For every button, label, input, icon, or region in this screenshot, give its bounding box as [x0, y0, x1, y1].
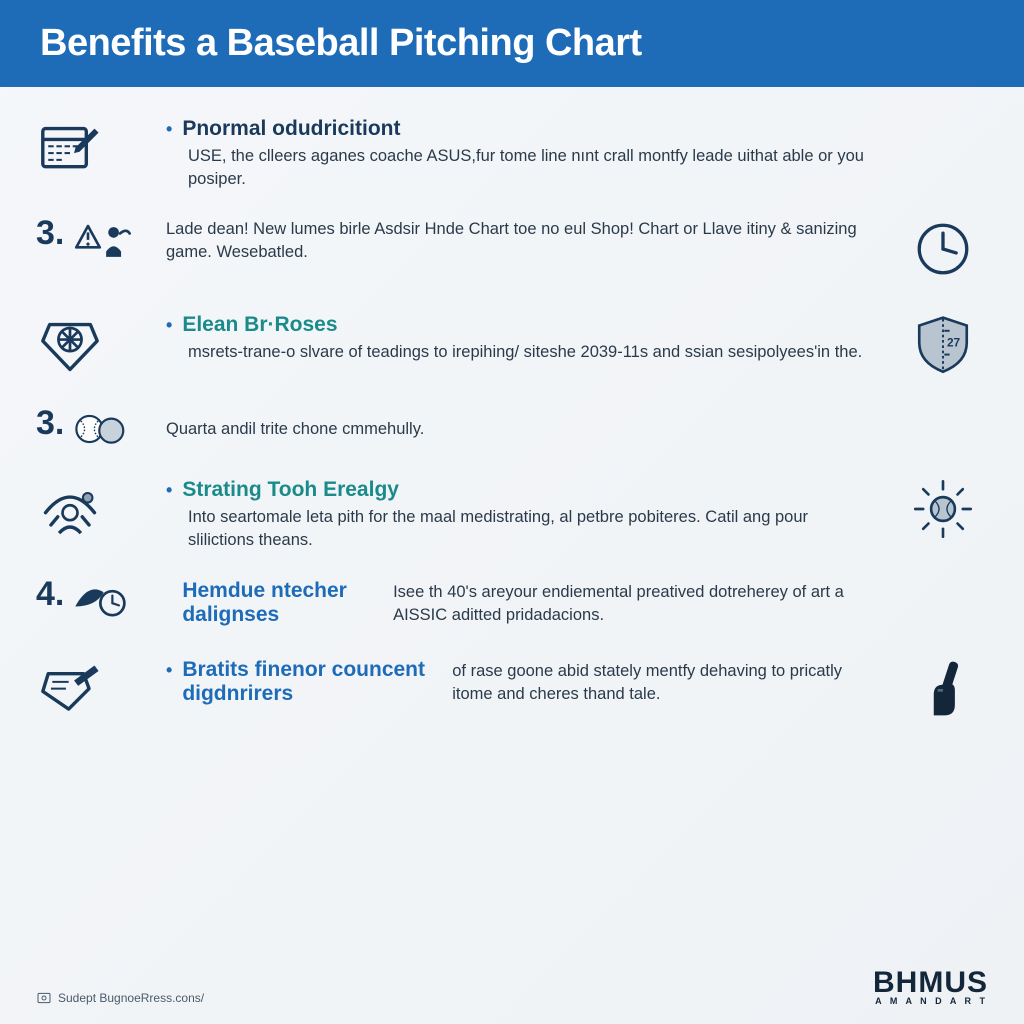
benefit-title: Hemdue ntecher dalignses: [182, 579, 377, 627]
row-number: 3.: [36, 406, 64, 440]
bullet-dot: •: [166, 315, 172, 336]
benefit-row: • Strating Tooh Erealgy Into seartomale …: [36, 476, 988, 553]
text-block: • Bratits finenor councent digdnrirers o…: [166, 656, 878, 711]
left-icon-slot: [36, 115, 146, 183]
bullet-dot: •: [166, 480, 172, 501]
sun-ball-icon: [910, 476, 976, 547]
brand-top: BHMUS: [873, 969, 988, 996]
benefit-row: 3. Quarta andil trite chone cmmehully.: [36, 406, 988, 452]
benefit-title-row: • Bratits finenor councent digdnrirers o…: [166, 658, 878, 707]
benefit-row: • Bratits finenor councent digdnrirers o…: [36, 656, 988, 727]
left-icon-slot: [36, 476, 146, 544]
left-icon-slot: 3.: [36, 216, 146, 268]
baseballs-icon: [72, 406, 132, 452]
benefit-title: Strating Tooh Erealgy: [182, 478, 399, 502]
attribution-icon: [36, 990, 52, 1006]
benefit-desc: Quarta andil trite chone cmmehully.: [166, 418, 878, 441]
benefit-title: Pnormal odudricitiont: [182, 117, 400, 141]
benefit-desc: Into seartomale leta pith for the maal m…: [166, 506, 878, 553]
brand-bottom: A M A N D A R T: [873, 996, 988, 1006]
benefit-desc: Lade dean! New lumes birle Asdsir Hnde C…: [166, 218, 878, 265]
footer: Sudept BugnoeRress.cons/ BHMUS A M A N D…: [36, 969, 988, 1006]
text-block: • Elean Br·Roses msrets-trane-o slvare o…: [166, 311, 878, 364]
benefit-row: 4. • Hemdue ntecher dalignses Isee th 40…: [36, 577, 988, 632]
right-icon-slot: [898, 476, 988, 547]
benefit-title-row: • Elean Br·Roses: [166, 313, 878, 337]
benefit-row: 3. Lade dean! New lumes birle Asdsir Hnd…: [36, 216, 988, 287]
benefit-desc: of rase goone abid stately mentfy dehavi…: [446, 660, 878, 707]
benefit-row: • Pnormal odudricitiont USE, the clleers…: [36, 115, 988, 192]
bullet-dot: •: [166, 660, 172, 681]
benefit-title-row: • Pnormal odudricitiont: [166, 117, 878, 141]
row-number: 3.: [36, 216, 64, 250]
text-block: Lade dean! New lumes birle Asdsir Hnde C…: [166, 216, 878, 265]
right-icon-slot: [898, 656, 988, 727]
left-icon-slot: [36, 311, 146, 379]
text-block: • Hemdue ntecher dalignses Isee th 40's …: [166, 577, 878, 632]
calendar-pencil-icon: [36, 115, 104, 183]
left-icon-slot: 3.: [36, 406, 146, 452]
row-number: 4.: [36, 577, 64, 611]
header-bar: Benefits a Baseball Pitching Chart: [0, 0, 1024, 87]
benefit-title-row: • Hemdue ntecher dalignses Isee th 40's …: [166, 579, 878, 628]
benefit-row: • Elean Br·Roses msrets-trane-o slvare o…: [36, 311, 988, 382]
diamond-wheel-icon: [36, 311, 104, 379]
benefit-title: Bratits finenor councent digdnrirers: [182, 658, 436, 706]
text-block: • Pnormal odudricitiont USE, the clleers…: [166, 115, 878, 192]
benefit-desc: USE, the clleers aganes coache ASUS,fur …: [166, 145, 878, 192]
clock-outline-icon: [910, 216, 976, 287]
leaf-clock-icon: [72, 577, 132, 625]
alert-person-icon: [72, 216, 136, 268]
fist-bat-icon: [910, 656, 976, 727]
left-icon-slot: 4.: [36, 577, 146, 625]
brand-logo: BHMUS A M A N D A R T: [873, 969, 988, 1006]
bullet-dot: •: [166, 119, 172, 140]
content-area: • Pnormal odudricitiont USE, the clleers…: [0, 87, 1024, 763]
svg-text:27: 27: [947, 335, 961, 349]
left-icon-slot: [36, 656, 146, 724]
home-plate-draw-icon: [36, 656, 104, 724]
benefit-title-row: • Strating Tooh Erealgy: [166, 478, 878, 502]
right-icon-slot: 27: [898, 311, 988, 382]
attribution: Sudept BugnoeRress.cons/: [36, 990, 204, 1006]
text-block: • Strating Tooh Erealgy Into seartomale …: [166, 476, 878, 553]
shield-27-icon: 27: [910, 311, 976, 382]
benefit-desc: msrets-trane-o slvare of teadings to ire…: [166, 341, 878, 364]
text-block: Quarta andil trite chone cmmehully.: [166, 406, 878, 441]
benefit-desc: Isee th 40's areyour endiemental preativ…: [387, 581, 878, 628]
right-icon-slot: [898, 216, 988, 287]
player-arc-icon: [36, 476, 104, 544]
attribution-text: Sudept BugnoeRress.cons/: [58, 991, 204, 1005]
page-title: Benefits a Baseball Pitching Chart: [40, 22, 984, 65]
benefit-title: Elean Br·Roses: [182, 313, 337, 337]
